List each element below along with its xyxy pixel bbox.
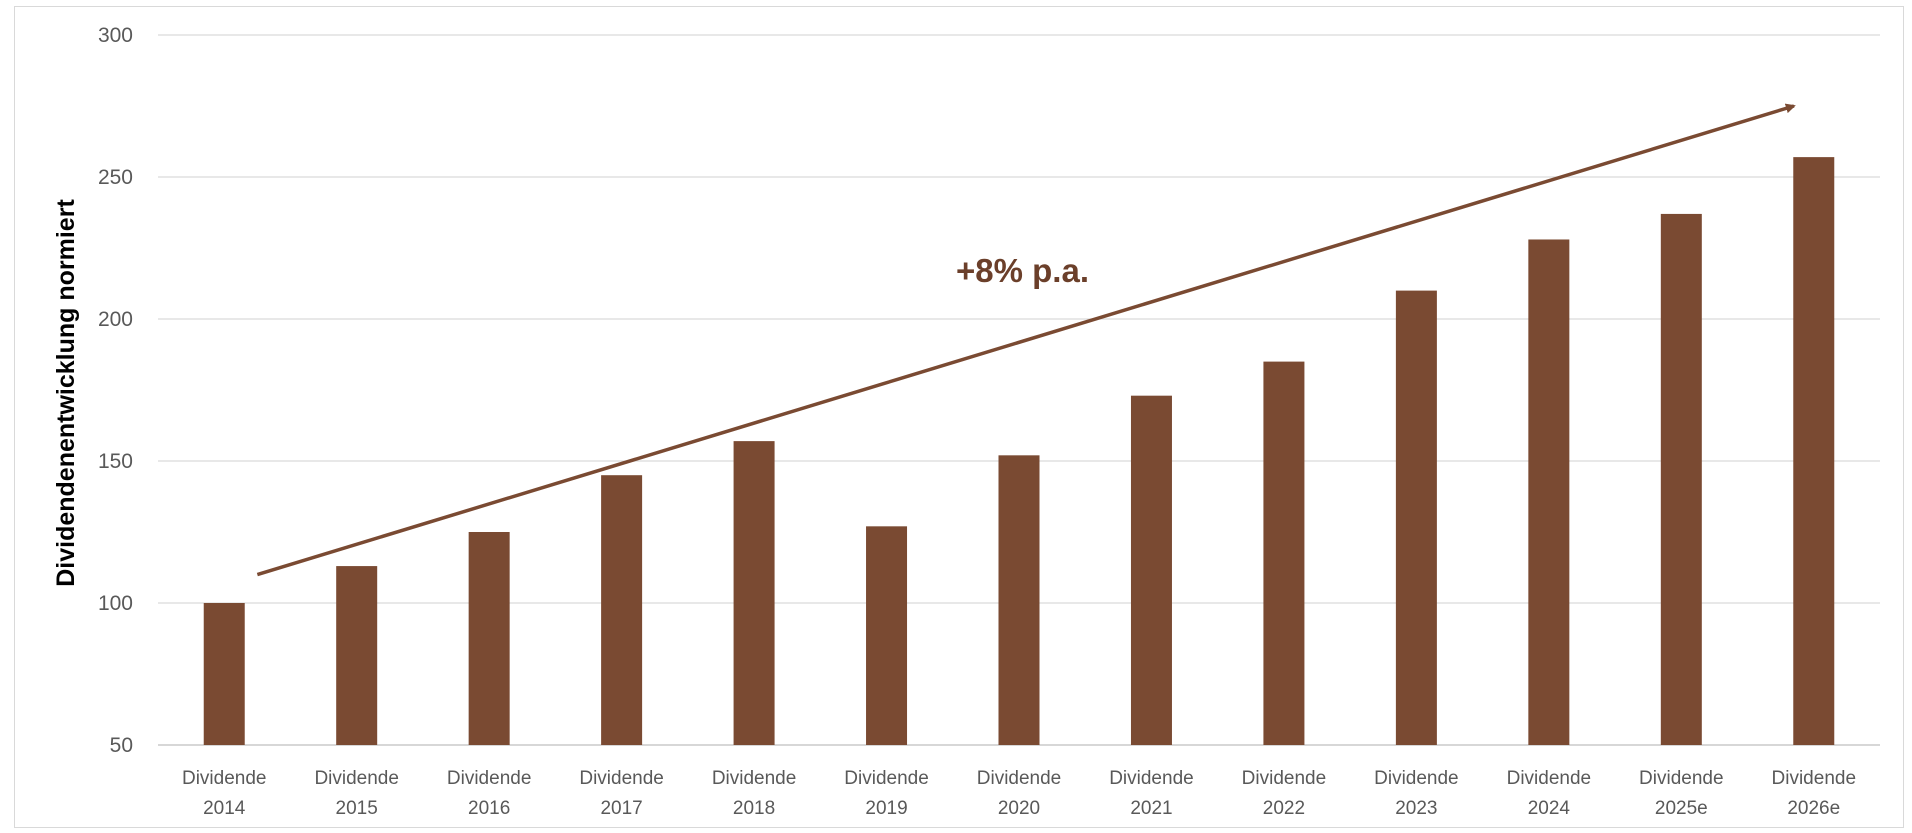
bar: [1793, 157, 1835, 745]
x-tick-label: Dividende 2019: [844, 768, 929, 819]
x-tick-label: Dividende 2014: [182, 768, 267, 819]
bar: [866, 526, 908, 745]
trend-annotation: +8% p.a.: [956, 252, 1089, 289]
x-tick-label: Dividende 2025e: [1639, 768, 1724, 819]
x-tick-label: Dividende 2021: [1109, 768, 1194, 819]
trend-arrow: [256, 103, 1796, 577]
x-tick-label: Dividende 2016: [447, 768, 532, 819]
y-tick-label: 300: [98, 24, 133, 47]
bar: [733, 441, 775, 745]
x-tick-label: Dividende 2022: [1242, 768, 1327, 819]
bar: [336, 566, 378, 745]
bar: [1528, 239, 1570, 746]
y-tick-label: 200: [98, 308, 133, 331]
chart-frame: [14, 6, 1904, 828]
y-axis-title: Dividendenentwicklung normiert: [52, 199, 80, 587]
x-tick-label: Dividende 2018: [712, 768, 797, 819]
x-tick-label: Dividende 2020: [977, 768, 1062, 819]
bar: [1395, 290, 1437, 745]
y-tick-label: 250: [98, 166, 133, 189]
bars: [203, 157, 1835, 746]
bar: [468, 532, 510, 745]
bar: [203, 603, 245, 745]
y-axis-ticks: 50 100 150 200 250 300: [98, 24, 133, 757]
bar: [1130, 395, 1172, 745]
x-tick-label: Dividende 2024: [1507, 768, 1592, 819]
y-tick-label: 50: [110, 734, 133, 757]
bar: [1660, 213, 1702, 746]
y-tick-label: 150: [98, 450, 133, 473]
y-tick-label: 100: [98, 592, 133, 615]
grid-lines: [158, 34, 1880, 746]
x-axis-labels: Dividende 2014 Dividende 2015 Dividende 2016 D…: [182, 768, 1856, 819]
x-tick-label: Dividende 2023: [1374, 768, 1459, 819]
bar: [1263, 361, 1305, 745]
x-tick-label: Dividende 2015: [314, 768, 399, 819]
x-tick-label: Dividende 2017: [579, 768, 664, 819]
bar: [601, 475, 643, 745]
bar: [998, 455, 1040, 745]
x-tick-label: Dividende 2026e: [1772, 768, 1857, 819]
